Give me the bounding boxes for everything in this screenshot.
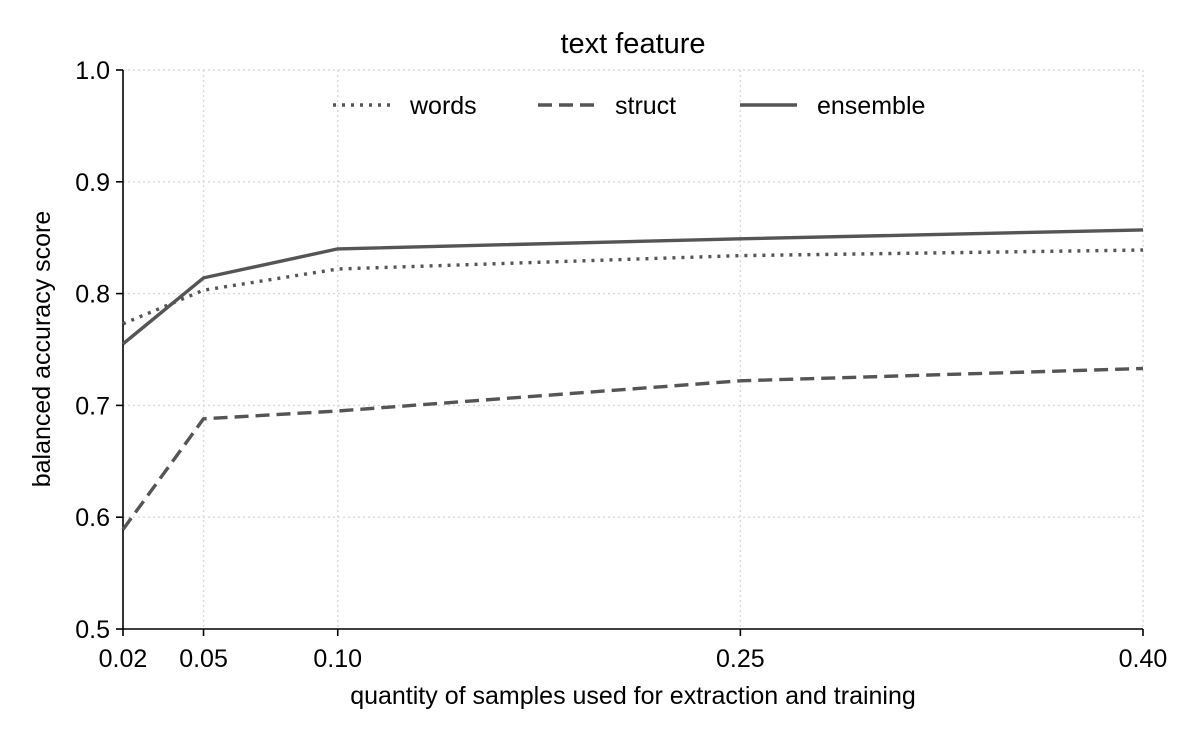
- y-tick-label: 0.7: [75, 392, 110, 420]
- y-tick-label: 0.9: [75, 169, 110, 197]
- chart-title: text feature: [560, 28, 705, 60]
- series-lines: [121, 228, 1144, 531]
- series-line-struct: [121, 366, 1144, 531]
- y-tick-label: 0.5: [75, 616, 110, 644]
- y-tick-label: 1.0: [75, 57, 110, 85]
- legend-label-words: words: [409, 92, 477, 120]
- axes: [122, 70, 1143, 630]
- y-tick-label: 0.8: [75, 281, 110, 309]
- x-tick-label: 0.05: [179, 645, 228, 673]
- x-tick-label: 0.25: [716, 645, 765, 673]
- x-tick-label: 0.02: [99, 645, 148, 673]
- x-tick-label: 0.40: [1119, 645, 1168, 673]
- legend-label-ensemble: ensemble: [817, 92, 925, 120]
- x-tick-label: 0.10: [313, 645, 362, 673]
- grid-lines: [123, 69, 1144, 629]
- series-line-ensemble: [121, 228, 1144, 346]
- legend-label-struct: struct: [615, 92, 676, 120]
- x-axis-title: quantity of samples used for extraction …: [350, 682, 916, 710]
- ticks: 0.5 0.6 0.7 0.8 0.9 1.0 0.02 0.05 0.10 0.25 0.40: [75, 57, 1167, 673]
- legend: words struct ensemble: [333, 92, 925, 120]
- y-axis-title: balanced accuracy score: [28, 211, 56, 488]
- y-tick-label: 0.6: [75, 504, 110, 532]
